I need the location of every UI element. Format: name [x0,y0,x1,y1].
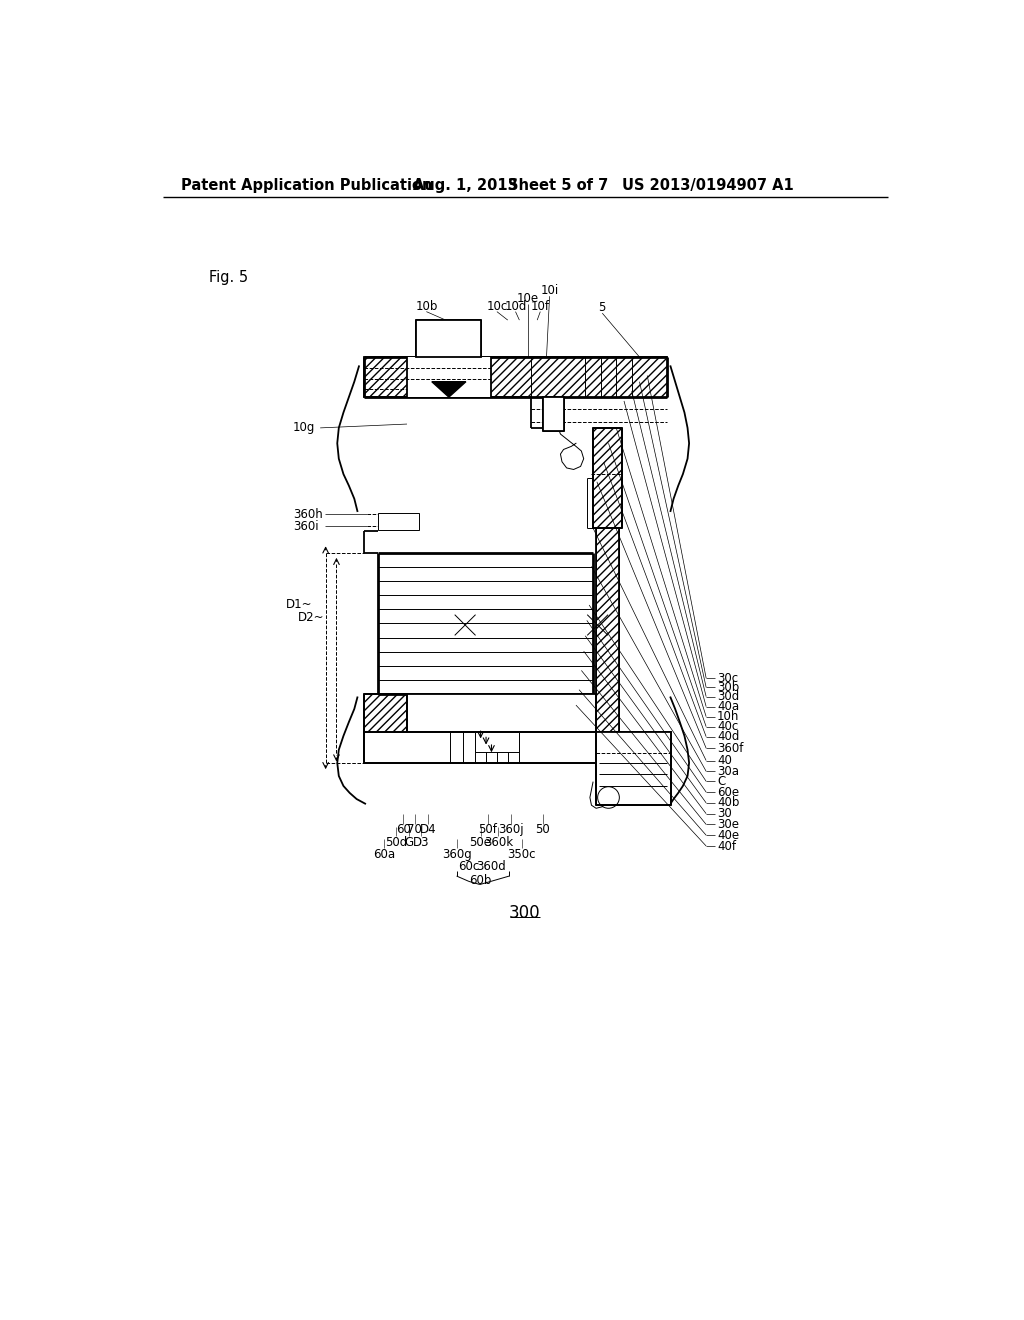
Text: 10c: 10c [486,300,508,313]
Text: 10g: 10g [293,421,315,434]
Bar [596,528,620,805]
Text: C: C [717,775,725,788]
Text: D3: D3 [413,836,429,849]
Text: 60e: 60e [717,785,739,799]
Bar [407,694,596,733]
Text: 40c: 40c [717,721,738,733]
Text: 30a: 30a [717,764,739,777]
Bar [365,733,671,763]
Bar [593,428,623,528]
Text: 360k: 360k [484,836,513,849]
Bar [365,694,407,759]
Bar [596,733,671,805]
Text: D2~: D2~ [298,611,324,624]
Text: 40e: 40e [717,829,739,842]
Text: 30d: 30d [717,690,739,704]
Text: 60a: 60a [373,847,395,861]
Text: Patent Application Publication: Patent Application Publication [180,178,432,193]
Bar [378,512,419,529]
Text: 360i: 360i [293,520,318,533]
Text: 40b: 40b [717,796,739,809]
Text: 30e: 30e [717,818,739,832]
Text: 360g: 360g [441,847,471,861]
Text: 60b: 60b [469,874,492,887]
Text: D1~: D1~ [286,598,312,611]
Bar [365,358,667,397]
Text: D4: D4 [420,824,436,837]
Bar [628,733,671,763]
Polygon shape [432,381,466,397]
Text: 10f: 10f [530,300,550,313]
Text: 40: 40 [717,754,732,767]
Bar [475,733,518,752]
Text: Fig. 5: Fig. 5 [209,271,249,285]
Text: 10e: 10e [517,292,539,305]
Text: 360d: 360d [476,861,506,874]
Text: 350c: 350c [508,847,536,861]
Text: 10d: 10d [504,300,526,313]
Text: US 2013/0194907 A1: US 2013/0194907 A1 [623,178,795,193]
Text: 30b: 30b [717,681,739,694]
Text: 50d: 50d [385,836,408,849]
Text: 10i: 10i [541,284,559,297]
Text: 40d: 40d [717,730,739,743]
Bar [365,733,407,763]
Text: 60: 60 [395,824,411,837]
Text: 50f: 50f [478,824,497,837]
Text: 360h: 360h [293,508,323,520]
Bar [407,358,490,397]
Text: 40a: 40a [717,700,739,713]
Bar [417,321,427,358]
Text: Aug. 1, 2013: Aug. 1, 2013 [414,178,518,193]
Text: 360f: 360f [717,742,743,755]
Text: G: G [404,836,414,849]
Bar [543,397,564,430]
Text: 30c: 30c [717,672,738,685]
Text: 10h: 10h [717,710,739,723]
Text: 40f: 40f [717,840,736,853]
Text: 360j: 360j [498,824,523,837]
Text: 30: 30 [717,807,732,820]
Text: 300: 300 [509,904,541,921]
Text: 5: 5 [599,301,606,314]
Text: 60c: 60c [459,861,479,874]
Text: Sheet 5 of 7: Sheet 5 of 7 [508,178,608,193]
Bar [417,321,481,358]
Text: 70: 70 [408,824,422,837]
Bar [471,321,481,358]
Text: 50: 50 [536,824,550,837]
Text: 10b: 10b [415,300,437,313]
Text: 50e: 50e [470,836,492,849]
Bar [531,358,667,397]
